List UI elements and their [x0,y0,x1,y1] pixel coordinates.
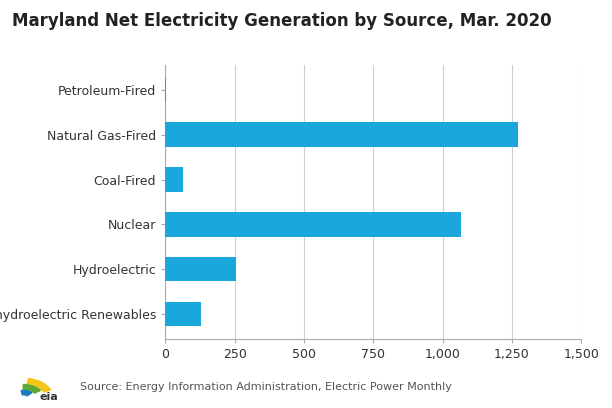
Bar [165,122,518,147]
Bar [165,212,461,237]
Wedge shape [21,390,32,396]
Bar [165,257,236,282]
Text: Source: Energy Information Administration, Electric Power Monthly: Source: Energy Information Administratio… [80,381,452,392]
Wedge shape [23,384,40,393]
Bar [165,167,183,192]
Text: Maryland Net Electricity Generation by Source, Mar. 2020: Maryland Net Electricity Generation by S… [12,12,552,30]
Text: eia: eia [40,392,59,402]
Bar [165,302,201,326]
Wedge shape [27,379,51,392]
